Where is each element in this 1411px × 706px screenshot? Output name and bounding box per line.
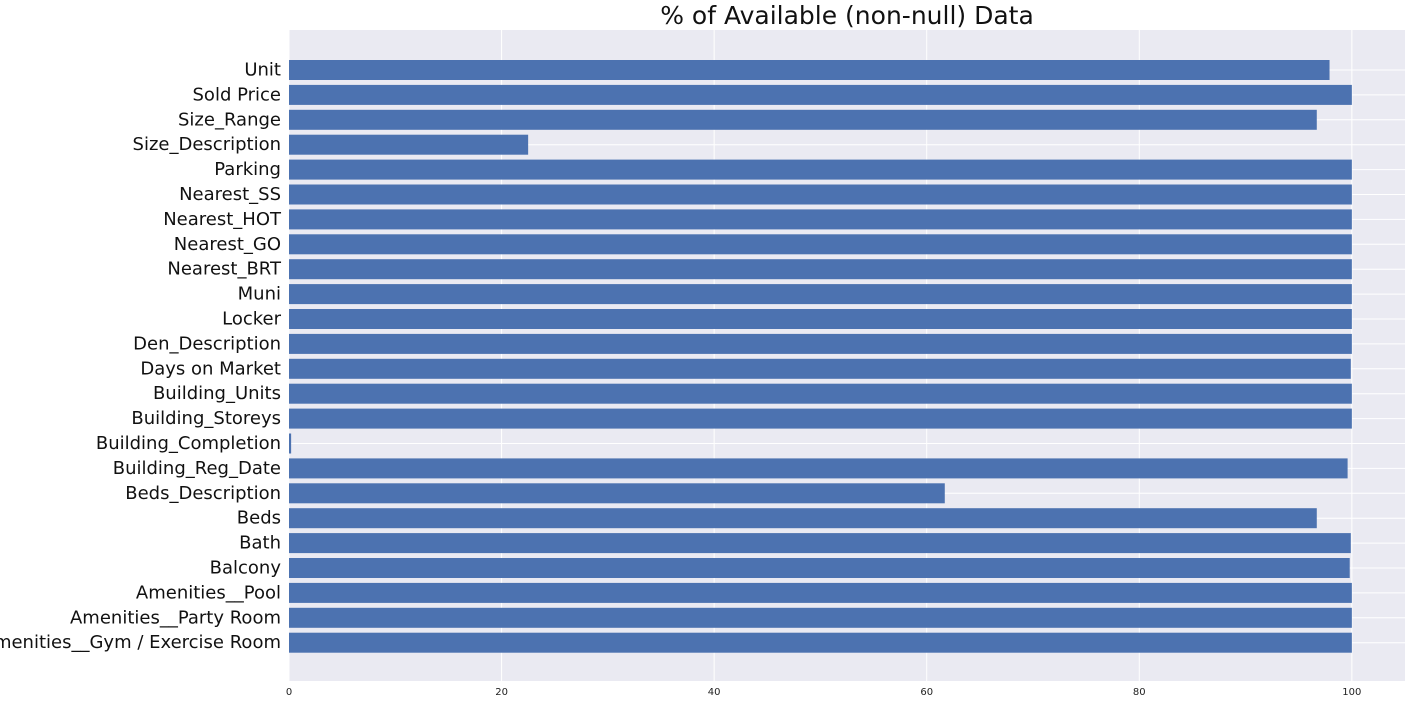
category-label: Nearest_GO — [174, 234, 281, 255]
bar — [289, 134, 529, 155]
category-label: Amenities__Party Room — [70, 607, 281, 628]
category-label: Beds_Description — [125, 483, 281, 504]
category-label: Building_Completion — [96, 433, 281, 454]
x-tick-label: 40 — [708, 687, 721, 698]
x-tick-label: 0 — [286, 687, 292, 698]
bar — [289, 209, 1352, 230]
bar — [289, 259, 1352, 280]
bar — [289, 607, 1352, 628]
bar — [289, 60, 1330, 80]
x-tick-label: 80 — [1133, 687, 1146, 698]
bar — [289, 458, 1348, 479]
bar — [289, 234, 1352, 255]
category-label: Building_Reg_Date — [113, 458, 281, 479]
bar — [289, 309, 1352, 329]
category-label: Beds — [237, 508, 281, 529]
bar — [289, 84, 1352, 105]
category-label: Parking — [214, 159, 281, 180]
bar — [289, 109, 1317, 130]
category-labels: Unit Sold Price Size_Range Size_Description… — [0, 60, 282, 654]
category-label: Nearest_SS — [179, 184, 281, 205]
bar — [289, 159, 1352, 180]
category-label: Locker — [222, 309, 281, 330]
bar — [289, 632, 1352, 653]
category-label: Nearest_BRT — [167, 259, 282, 280]
bars — [289, 60, 1352, 653]
bar — [289, 284, 1352, 305]
category-label: Bath — [239, 533, 281, 554]
bar — [289, 333, 1352, 354]
category-label: Building_Units — [153, 383, 281, 404]
chart-title: % of Available (non-null) Data — [660, 1, 1034, 30]
bar — [289, 383, 1352, 404]
category-label: Size_Description — [133, 134, 281, 155]
category-label: Den_Description — [133, 333, 281, 354]
category-label: Sold Price — [193, 84, 282, 105]
category-label: Size_Range — [178, 109, 281, 130]
bar — [289, 558, 1350, 578]
category-label: Amenities__Pool — [136, 582, 281, 603]
category-label: Nearest_HOT — [163, 209, 282, 230]
category-label: Muni — [238, 284, 281, 305]
x-tick-label: 60 — [920, 687, 933, 698]
x-tick-labels: 0 20 40 60 80 100 — [286, 687, 1362, 698]
bar — [289, 483, 945, 504]
bar — [289, 358, 1351, 379]
bar — [289, 433, 292, 454]
category-label: Balcony — [210, 558, 282, 579]
x-tick-label: 100 — [1342, 687, 1361, 698]
bar — [289, 408, 1352, 429]
x-tick-label: 20 — [495, 687, 508, 698]
category-label: Unit — [244, 60, 281, 81]
bar — [289, 582, 1352, 603]
category-label: Days on Market — [140, 358, 281, 379]
category-label: Building_Storeys — [131, 408, 281, 429]
bar — [289, 508, 1317, 529]
bar — [289, 533, 1351, 554]
category-label: Amenities__Gym / Exercise Room — [0, 632, 281, 653]
bar — [289, 184, 1352, 205]
